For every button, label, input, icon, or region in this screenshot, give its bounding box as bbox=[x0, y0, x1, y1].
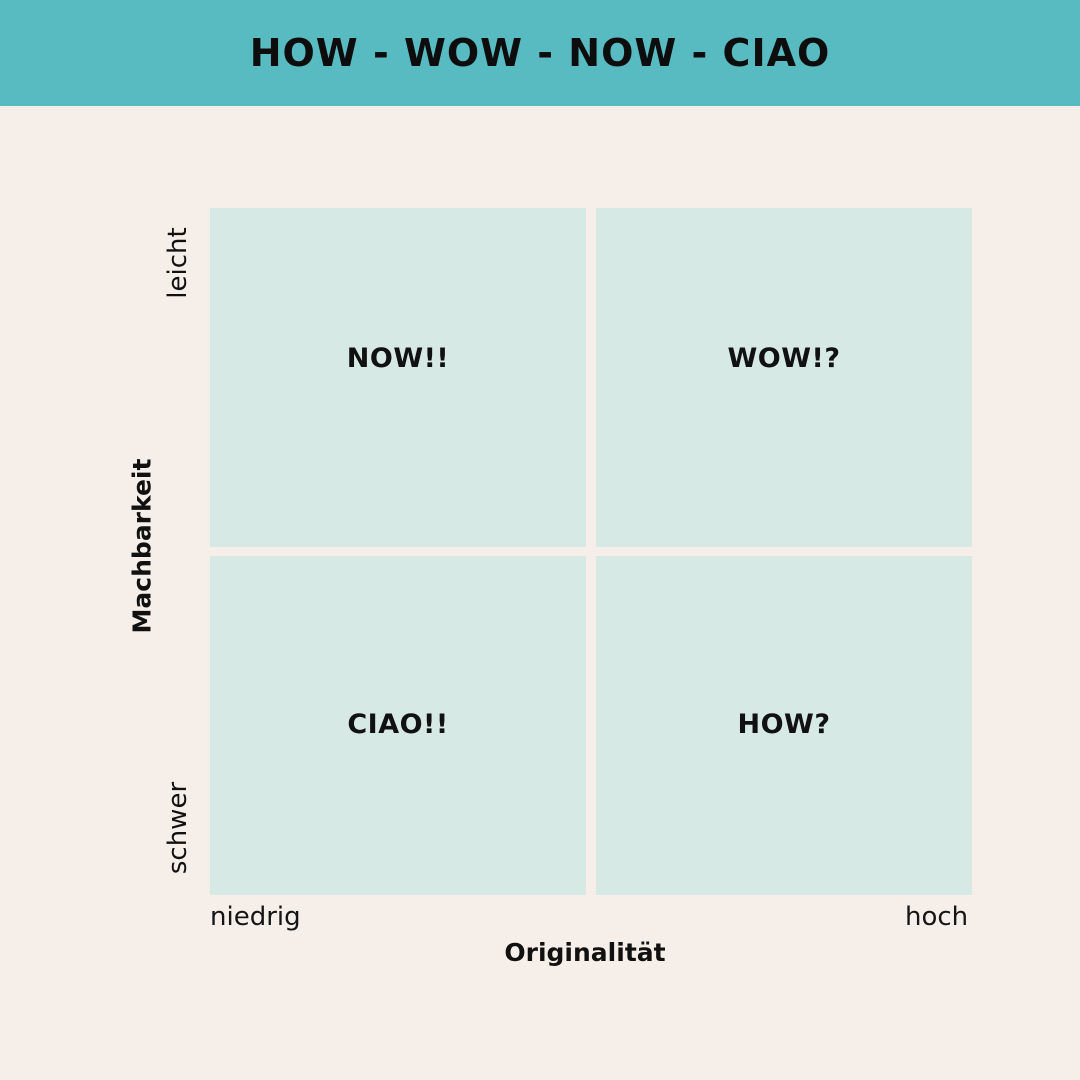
x-axis-low-label: niedrig bbox=[210, 902, 301, 932]
y-axis-title: Machbarkeit bbox=[127, 458, 157, 634]
y-axis-low-label: schwer bbox=[163, 781, 193, 875]
header-banner: HOW - WOW - NOW - CIAO bbox=[0, 0, 1080, 106]
quadrant-ciao: CIAO!! bbox=[210, 556, 586, 895]
quadrant-label-wow: WOW!? bbox=[727, 343, 841, 374]
quadrant-now: NOW!! bbox=[210, 208, 586, 547]
quadrant-label-now: NOW!! bbox=[346, 343, 450, 374]
quadrant-label-ciao: CIAO!! bbox=[347, 709, 449, 740]
quadrant-how: HOW? bbox=[596, 556, 972, 895]
y-axis-high-label: leicht bbox=[163, 227, 193, 299]
quadrant-label-how: HOW? bbox=[737, 709, 831, 740]
quadrant-wow: WOW!? bbox=[596, 208, 972, 547]
x-axis-high-label: hoch bbox=[905, 902, 969, 932]
x-axis-title: Originalität bbox=[504, 938, 666, 967]
page-title: HOW - WOW - NOW - CIAO bbox=[249, 31, 831, 75]
